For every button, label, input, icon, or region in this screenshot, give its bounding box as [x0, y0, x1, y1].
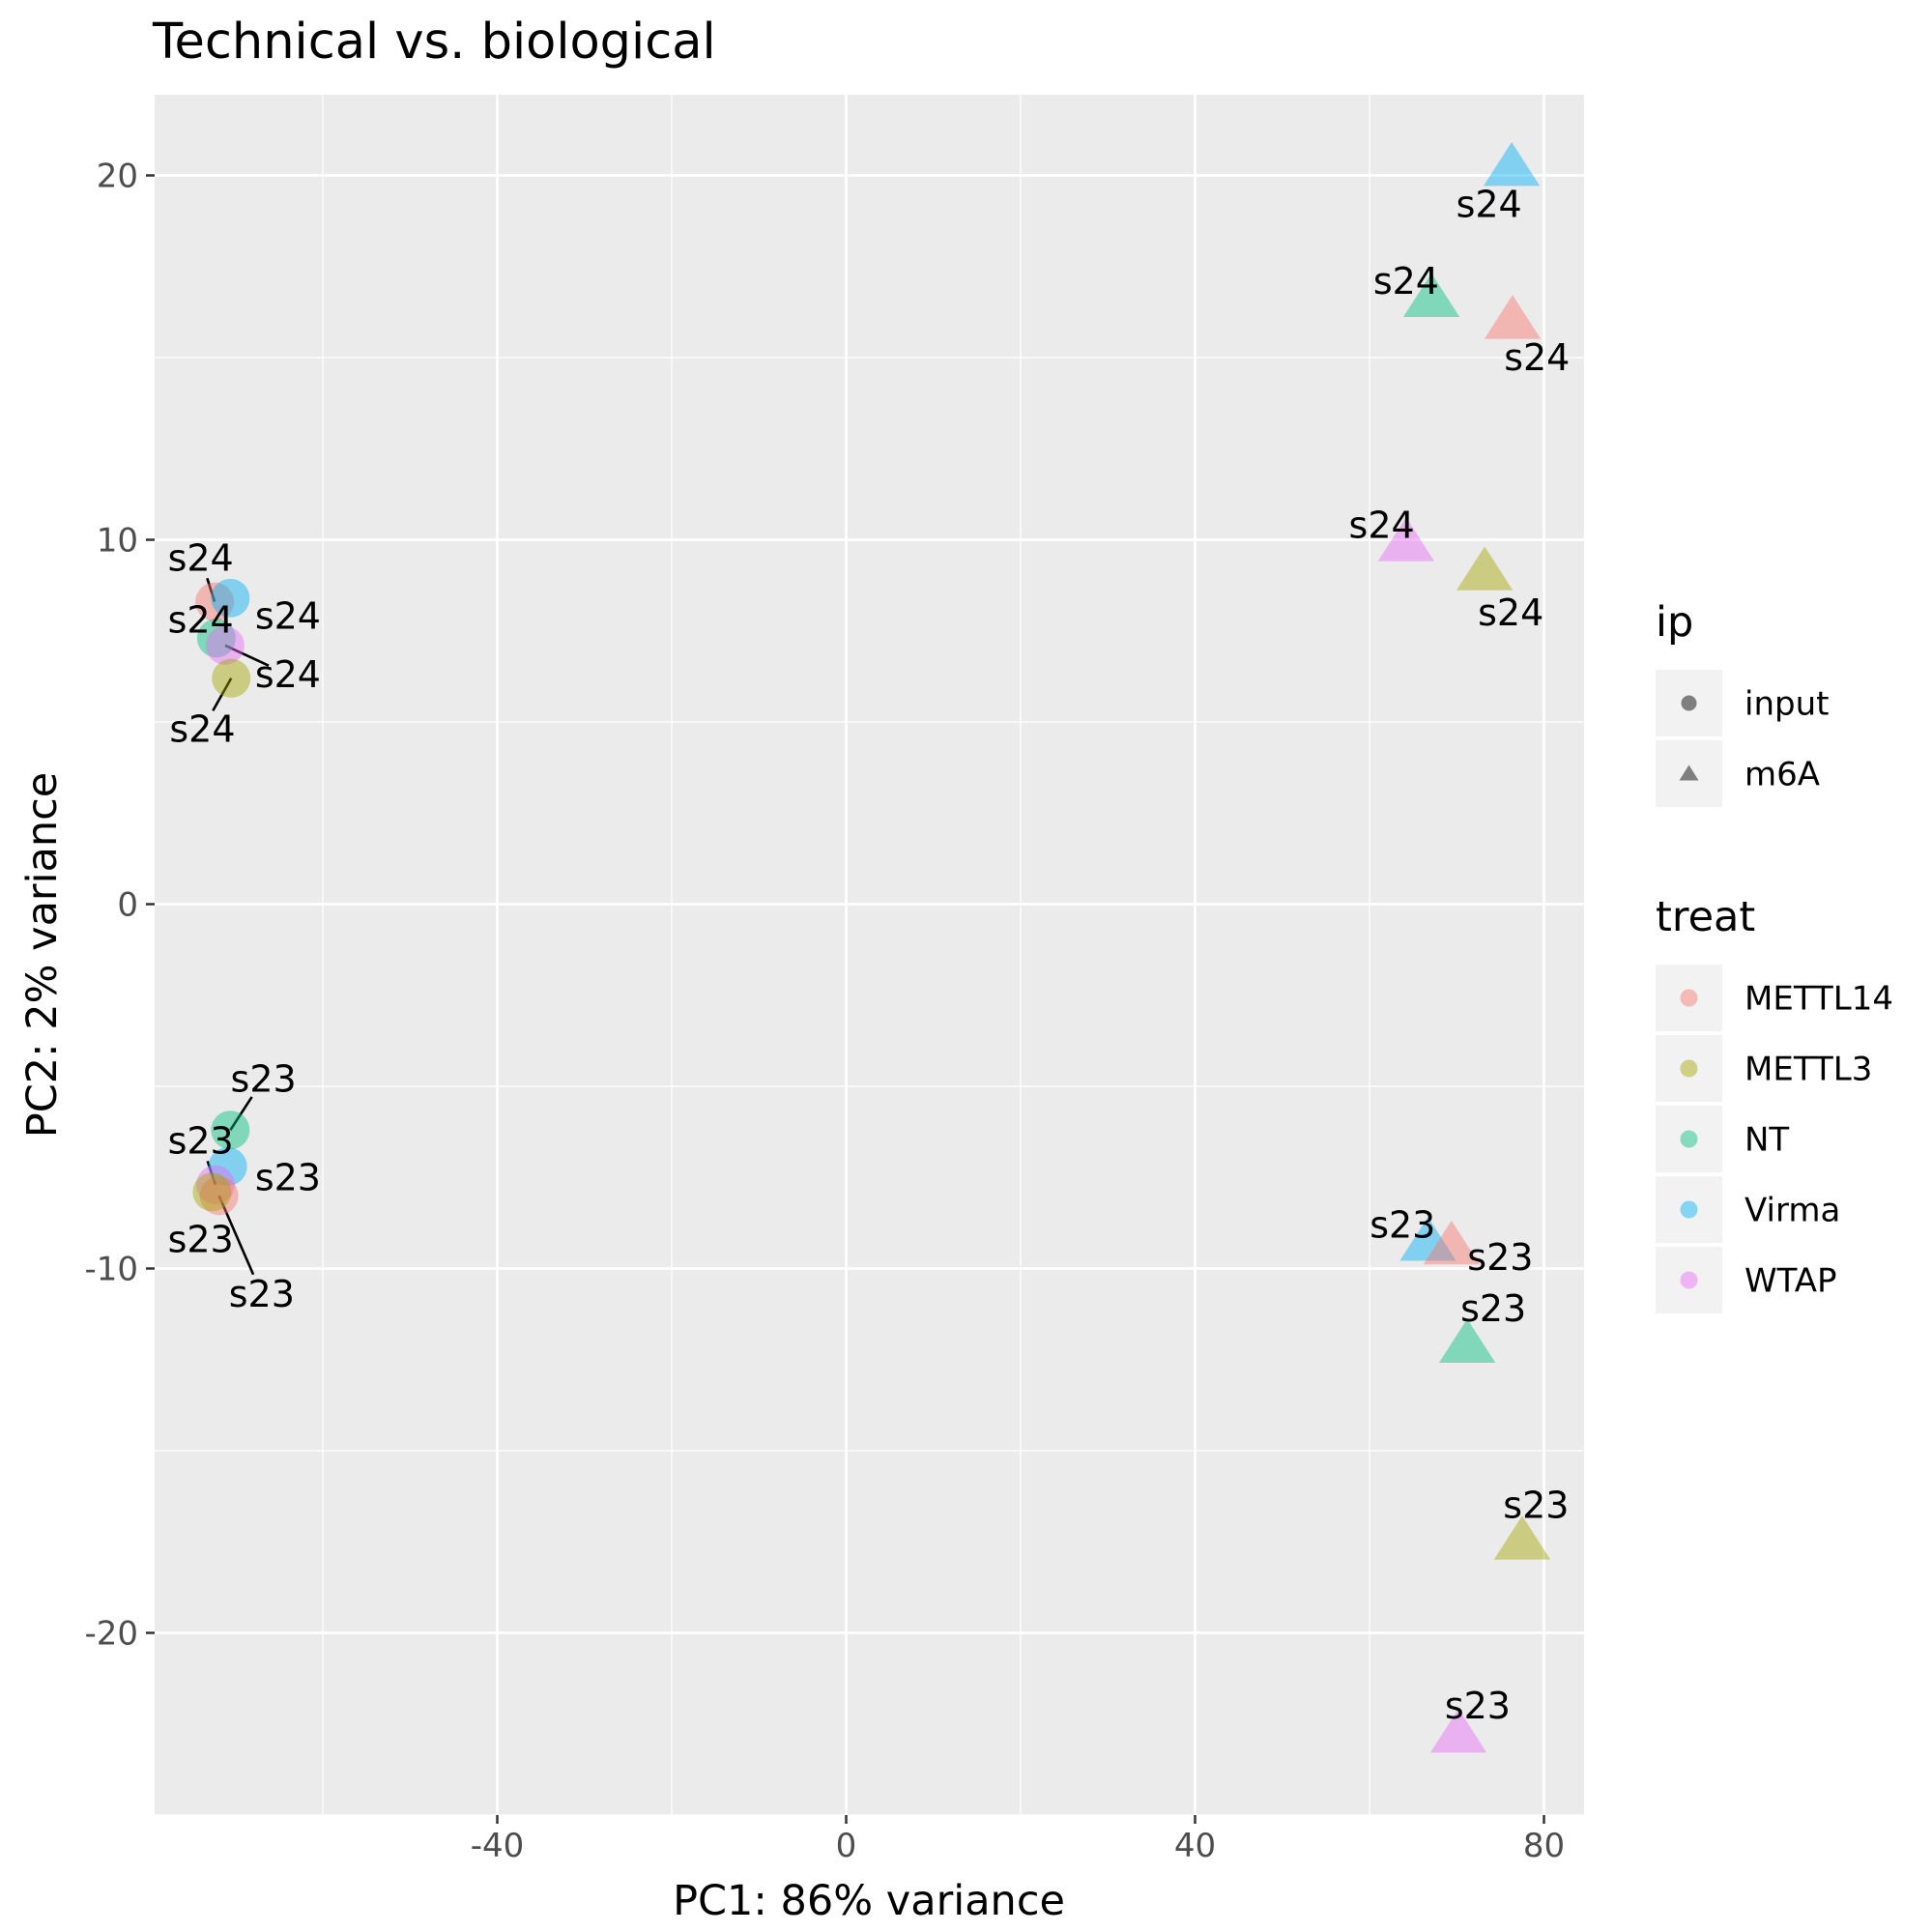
legend-label: Virma	[1745, 1192, 1840, 1230]
x-tick-label: -40	[471, 1827, 525, 1865]
legend-key	[1656, 1106, 1722, 1172]
point-label: s24	[168, 536, 234, 579]
point-input-virma	[211, 578, 250, 618]
point-label: s23	[229, 1273, 295, 1315]
point-input-wtap	[195, 1165, 235, 1204]
legend-label: m6A	[1745, 756, 1820, 794]
point-input-nt	[196, 619, 236, 658]
point-m6a-mettl3	[1456, 546, 1514, 591]
point-label: s24	[1349, 504, 1415, 546]
point-label: s24	[1478, 591, 1543, 634]
legend: ip input m6A treat METTL14 METTL3 NT Virma WTAP	[1656, 598, 1893, 1313]
label-leader-line	[224, 644, 270, 667]
point-m6a-nt	[1402, 273, 1460, 318]
point-input-nt	[211, 1110, 250, 1150]
legend-title: ip	[1656, 598, 1693, 647]
x-tick-label: 80	[1523, 1827, 1565, 1865]
legend-color-swatch	[1680, 1200, 1698, 1219]
point-label: s24	[255, 595, 321, 638]
x-tick-label: 40	[1174, 1827, 1216, 1865]
legend-label: METTL14	[1745, 980, 1893, 1019]
point-labels: s24 s24 s24 s24 s24 s23 s23 s23 s23 s23 s24 s24 s24 s…	[168, 184, 1571, 1727]
legend-treat: treat METTL14 METTL3 NT Virma WTAP	[1656, 893, 1893, 1313]
legend-color-swatch	[1680, 1059, 1698, 1078]
tick-labels: -40 0 40 80 -20 -10 0 10 20	[84, 158, 1565, 1866]
point-m6a-mettl3	[1493, 1515, 1551, 1560]
point-label: s23	[168, 1120, 234, 1163]
point-m6a-wtap	[1429, 1709, 1487, 1753]
legend-color-swatch	[1680, 1130, 1698, 1148]
point-input-mettl14	[195, 582, 235, 621]
point-label: s23	[1460, 1287, 1526, 1330]
point-input-wtap	[205, 625, 245, 665]
legend-triangle-swatch	[1679, 764, 1699, 781]
point-input-virma	[208, 1146, 247, 1186]
legend-label: METTL3	[1745, 1051, 1872, 1089]
label-leader-line	[229, 1096, 253, 1131]
point-m6a-virma	[1399, 1217, 1456, 1261]
point-label: s24	[169, 708, 235, 751]
point-label: s24	[1373, 260, 1439, 303]
point-input-mettl14	[199, 1176, 239, 1216]
point-label: s24	[255, 653, 321, 696]
point-m6a-nt	[1438, 1318, 1496, 1364]
x-axis-title: PC1: 86% variance	[673, 1877, 1065, 1925]
point-label: s23	[255, 1156, 321, 1198]
legend-key	[1656, 965, 1722, 1031]
point-label: s23	[1445, 1685, 1511, 1727]
point-input-mettl3	[192, 1172, 232, 1212]
point-label: s23	[1370, 1203, 1435, 1246]
legend-title: treat	[1656, 893, 1755, 941]
label-leader-line	[212, 678, 233, 712]
legend-label: WTAP	[1745, 1262, 1837, 1301]
label-leader-line	[206, 577, 216, 602]
legend-circle-swatch	[1681, 695, 1697, 711]
y-tick-label: 0	[117, 886, 138, 925]
y-tick-label: -10	[84, 1251, 138, 1289]
point-label: s23	[1503, 1485, 1569, 1527]
minor-gridlines	[155, 95, 1584, 1816]
x-tick-label: 0	[836, 1827, 857, 1865]
legend-color-swatch	[1680, 1271, 1698, 1289]
point-label: s23	[168, 1218, 234, 1260]
label-leader-line	[217, 1195, 255, 1276]
point-input-mettl3	[212, 658, 251, 698]
legend-label: input	[1745, 685, 1829, 724]
point-m6a-mettl14	[1484, 295, 1542, 339]
point-m6a-mettl14	[1423, 1220, 1480, 1265]
axis-ticks	[146, 174, 1545, 1824]
legend-key	[1656, 1035, 1722, 1102]
legend-ip: ip input m6A	[1656, 598, 1829, 807]
point-label: s23	[1467, 1236, 1533, 1279]
y-tick-label: 20	[97, 158, 138, 196]
y-tick-label: 10	[97, 522, 138, 561]
legend-key	[1656, 1247, 1722, 1313]
point-m6a-virma	[1483, 141, 1541, 187]
legend-color-swatch	[1680, 989, 1698, 1007]
legend-label: NT	[1745, 1121, 1789, 1160]
plot-panel	[155, 95, 1584, 1815]
legend-key	[1656, 1176, 1722, 1243]
major-gridlines	[155, 95, 1584, 1815]
data-points	[192, 141, 1551, 1753]
point-label: s23	[231, 1057, 297, 1100]
point-m6a-wtap	[1377, 517, 1435, 562]
y-axis-title: PC2: 2% variance	[18, 772, 67, 1138]
point-label: s24	[168, 598, 234, 641]
point-label: s24	[1504, 336, 1570, 379]
y-tick-label: -20	[84, 1615, 138, 1654]
label-leader-lines	[206, 577, 270, 1276]
chart-title: Technical vs. biological	[152, 14, 716, 71]
label-leader-line	[206, 1160, 217, 1186]
point-label: s24	[1456, 184, 1522, 226]
